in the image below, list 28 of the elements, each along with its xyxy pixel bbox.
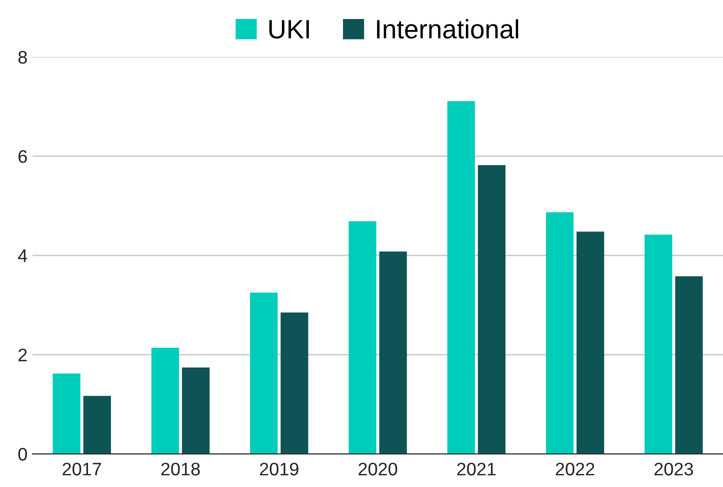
y-tick-label: 4 [18, 250, 28, 262]
legend-label: UKI [269, 20, 309, 39]
bar [379, 251, 407, 454]
bar [151, 348, 180, 454]
x-tick-label: 2020 [358, 462, 398, 476]
x-tick-label: 2022 [556, 462, 594, 476]
y-tick-label: 2 [18, 348, 27, 362]
bar [83, 396, 111, 454]
x-tick-label: 2018 [161, 462, 200, 476]
legend-label: International [377, 19, 518, 39]
bar [644, 234, 672, 454]
x-tick-label: 2023 [654, 462, 693, 476]
bar [675, 276, 703, 454]
bar [250, 292, 278, 454]
y-tick-label: 8 [18, 50, 27, 64]
bar [52, 374, 80, 454]
x-tick-label: 2019 [260, 462, 298, 476]
y-tick-label: 6 [18, 150, 27, 163]
bar [280, 312, 308, 454]
bar [546, 212, 574, 454]
bar [447, 101, 475, 454]
bar [576, 232, 604, 454]
x-tick-label: 2017 [62, 462, 102, 476]
y-tick-label: 0 [18, 448, 27, 461]
bar [182, 368, 210, 454]
x-tick-label: 2021 [457, 462, 496, 476]
bar [348, 221, 376, 454]
bar [478, 165, 506, 454]
